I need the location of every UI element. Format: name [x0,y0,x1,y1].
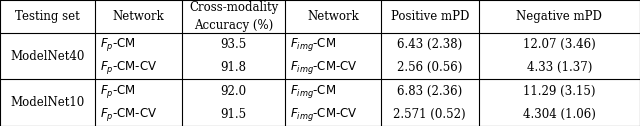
Text: $F_p$-CM-CV: $F_p$-CM-CV [100,59,157,76]
Text: 91.8: 91.8 [221,61,246,74]
Text: 91.5: 91.5 [221,108,246,121]
Text: $F_p$-CM-CV: $F_p$-CM-CV [100,106,157,123]
Text: $F_p$-CM: $F_p$-CM [100,36,136,53]
Text: Testing set: Testing set [15,10,80,23]
Text: 6.83 (2.36): 6.83 (2.36) [397,85,462,98]
Text: Network: Network [307,10,358,23]
Text: ModelNet10: ModelNet10 [10,96,84,109]
Text: 4.304 (1.06): 4.304 (1.06) [523,108,596,121]
Text: Accuracy (%): Accuracy (%) [194,19,273,32]
Text: 92.0: 92.0 [221,85,246,98]
Text: Network: Network [113,10,164,23]
Text: $F_{img}$-CM: $F_{img}$-CM [290,36,336,53]
Text: 2.571 (0.52): 2.571 (0.52) [394,108,466,121]
Text: Positive mPD: Positive mPD [390,10,469,23]
Text: 6.43 (2.38): 6.43 (2.38) [397,38,462,51]
Text: 2.56 (0.56): 2.56 (0.56) [397,61,463,74]
Text: 4.33 (1.37): 4.33 (1.37) [527,61,592,74]
Text: $F_{img}$-CM-CV: $F_{img}$-CM-CV [290,106,358,123]
Text: Cross-modality: Cross-modality [189,1,278,14]
Text: $F_{img}$-CM: $F_{img}$-CM [290,83,336,100]
Text: ModelNet40: ModelNet40 [10,50,84,63]
Text: $F_p$-CM: $F_p$-CM [100,83,136,100]
Text: Negative mPD: Negative mPD [516,10,602,23]
Text: 11.29 (3.15): 11.29 (3.15) [523,85,596,98]
Text: $F_{img}$-CM-CV: $F_{img}$-CM-CV [290,59,358,76]
Text: 93.5: 93.5 [220,38,247,51]
Text: 12.07 (3.46): 12.07 (3.46) [523,38,596,51]
